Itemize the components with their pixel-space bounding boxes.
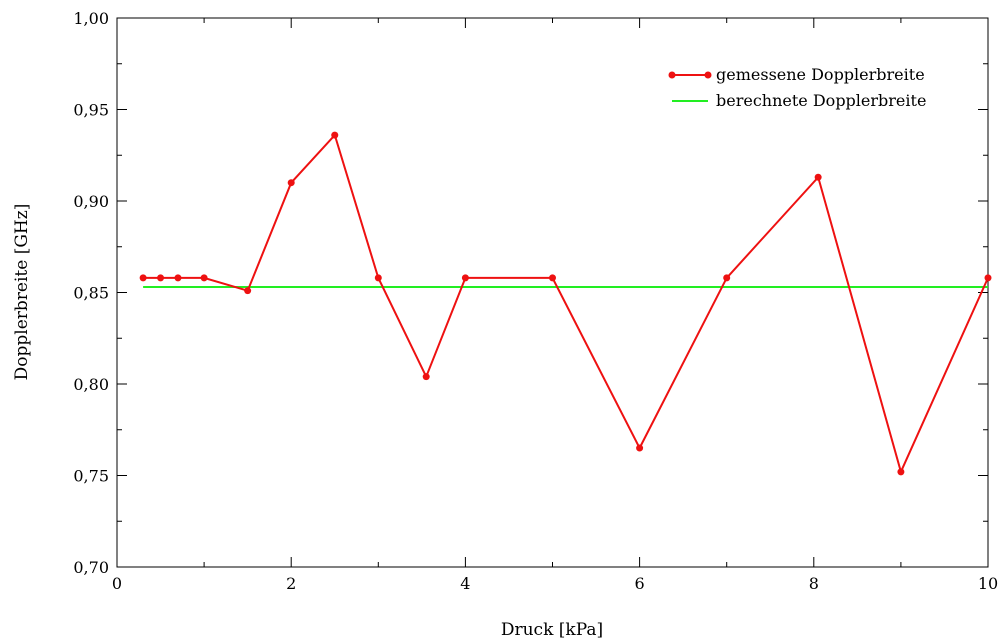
y-tick-label: 0,95 (73, 101, 109, 120)
y-tick-label: 1,00 (73, 9, 109, 28)
legend-marker-measured-start (668, 71, 676, 79)
data-point (174, 274, 182, 282)
series-line-0 (143, 133, 989, 475)
y-tick-label: 0,90 (73, 192, 109, 211)
y-tick-label: 0,85 (73, 284, 109, 303)
data-point (244, 287, 252, 295)
data-point (422, 373, 430, 381)
data-point (374, 274, 382, 282)
data-point (461, 274, 469, 282)
legend-label-calculated: berechnete Dopplerbreite (716, 91, 926, 110)
data-point (636, 444, 644, 452)
data-point (897, 468, 905, 476)
legend: gemessene Dopplerbreite berechnete Doppl… (668, 65, 926, 110)
y-tick-label: 0,70 (73, 558, 109, 577)
data-point (723, 274, 731, 282)
x-tick-label: 6 (635, 574, 645, 593)
data-point (549, 274, 556, 282)
axis-tick-labels: 0 2 4 6 8 10 0,70 0,75 0,80 0,85 0,90 0,95 1,00 (73, 9, 998, 593)
axis-ticks (116, 17, 989, 568)
x-tick-label: 10 (978, 574, 998, 593)
x-axis-title: Druck [kPa] (501, 620, 603, 640)
data-point (139, 274, 147, 282)
data-point (984, 274, 992, 282)
y-axis-title: Dopplerbreite [GHz] (12, 204, 32, 381)
y-tick-label: 0,75 (73, 467, 109, 486)
x-tick-label: 4 (460, 574, 470, 593)
data-point (157, 274, 165, 282)
legend-label-measured: gemessene Dopplerbreite (716, 65, 925, 84)
legend-marker-measured-end (704, 71, 712, 79)
x-tick-label: 2 (286, 574, 296, 593)
data-point (814, 173, 822, 181)
x-tick-label: 8 (809, 574, 819, 593)
y-tick-label: 0,80 (73, 375, 109, 394)
data-point (200, 274, 208, 282)
x-tick-label: 0 (112, 574, 122, 593)
series-layer (139, 131, 992, 476)
data-point (287, 179, 295, 187)
data-point (331, 131, 339, 139)
